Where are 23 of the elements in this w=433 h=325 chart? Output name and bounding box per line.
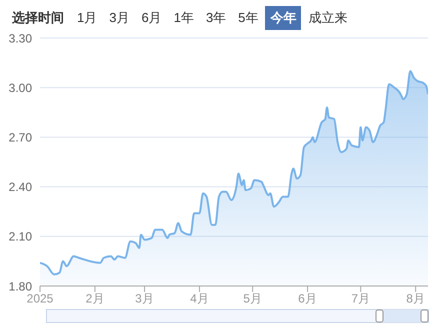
x-tick-label: 4月 bbox=[190, 292, 209, 306]
x-tick-label: 2月 bbox=[86, 292, 104, 306]
y-tick-label: 2.10 bbox=[8, 230, 32, 244]
x-tick-label: 6月 bbox=[298, 292, 317, 306]
text: 1年 bbox=[172, 9, 195, 27]
y-tick-label: 1.80 bbox=[8, 279, 32, 294]
text: 今年 bbox=[265, 6, 302, 30]
x-tick-label: 5月 bbox=[243, 292, 262, 306]
x-tick-label: 2025 bbox=[26, 292, 54, 306]
x-tick-label: 8月 bbox=[406, 292, 425, 306]
x-tick-label: 3月 bbox=[135, 292, 154, 306]
y-tick-label: 3.00 bbox=[8, 80, 32, 95]
text: 成立来 bbox=[307, 9, 348, 27]
text: 3年 bbox=[204, 9, 228, 27]
text: 6月 bbox=[140, 9, 163, 27]
text: 1月 bbox=[76, 9, 98, 27]
y-tick-label: 2.40 bbox=[8, 180, 32, 194]
y-tick-label: 2.70 bbox=[8, 130, 32, 144]
x-tick-label: 7月 bbox=[351, 292, 370, 306]
text: 3月 bbox=[108, 9, 130, 27]
text: 选择时间 bbox=[12, 9, 64, 27]
y-tick-label: 3.30 bbox=[8, 31, 32, 46]
text: 5年 bbox=[237, 9, 260, 27]
